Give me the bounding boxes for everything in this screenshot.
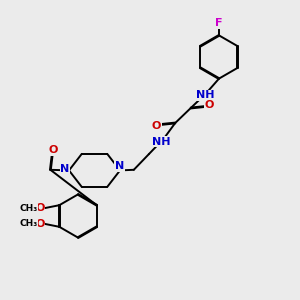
Text: CH₃: CH₃: [20, 204, 38, 213]
Text: F: F: [215, 18, 223, 28]
Text: NH: NH: [152, 136, 170, 147]
Text: O: O: [205, 100, 214, 110]
Text: N: N: [60, 164, 69, 174]
Text: O: O: [35, 203, 44, 213]
Text: CH₃: CH₃: [20, 219, 38, 228]
Text: O: O: [48, 145, 58, 155]
Text: N: N: [115, 161, 124, 171]
Text: O: O: [152, 121, 161, 131]
Text: NH: NH: [196, 90, 214, 100]
Text: O: O: [35, 219, 44, 229]
